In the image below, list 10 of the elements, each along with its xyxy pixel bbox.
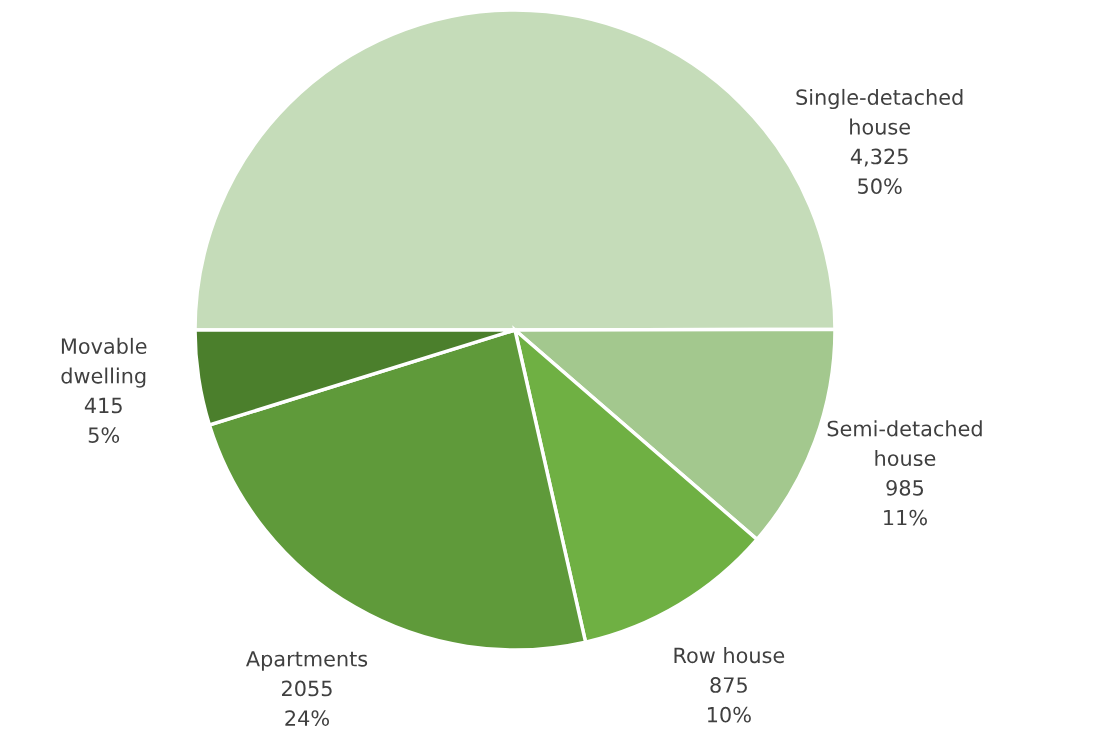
slice-label: Movable dwelling [61,337,147,388]
data-label: 2055 24% [282,680,332,726]
slice-label: Single-detached house [796,88,963,135]
slice-label: Apartments [246,651,368,671]
data-label: 415 5% [84,397,122,443]
slice-label: Row house [674,647,785,664]
data-label: 985 11% [884,480,927,526]
data-label: 875 10% [707,677,751,723]
slice-label: Semi-detached house [827,420,982,467]
data-label: 4,325 50% [850,148,908,195]
